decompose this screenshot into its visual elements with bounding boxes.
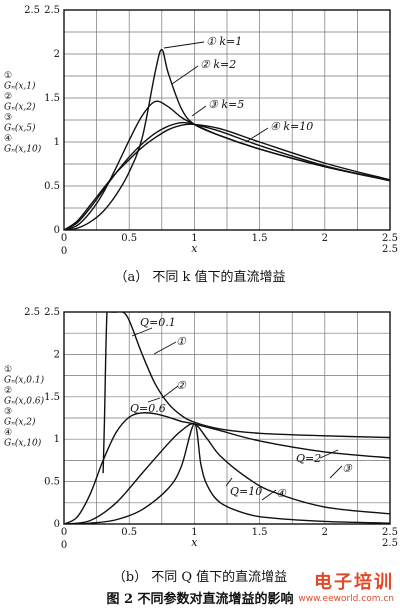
y-tick-label: 0.5 — [44, 181, 60, 192]
annotation-label: Q=0.1 — [140, 316, 176, 329]
y-corner-label: 2.5 — [24, 307, 40, 318]
annotation-leader — [319, 449, 339, 459]
caption-a: （a） 不同 k 值下的直流增益 — [114, 270, 286, 285]
x-tick-label: 2.5 — [382, 527, 398, 538]
y-tick-label: 2 — [54, 49, 60, 60]
chart-panel-b: 0.5 1 1.5 2 2.5 0 0 2.5 x 0 0.5 1 1.5 2 2.5 2.5 ① Gₙ(x,0.… — [0, 302, 400, 552]
y-axis-label-line: Gₙ(x,10) — [4, 438, 42, 449]
y-tick-label: 2.5 — [44, 5, 60, 16]
annotation-leader — [261, 489, 277, 501]
y-corner-label: 2.5 — [24, 5, 40, 16]
annotation-label: ② k=2 — [200, 58, 236, 71]
annotation-label: ③ k=5 — [208, 98, 244, 111]
y-axis-label-line: ④ — [4, 428, 12, 438]
annotation-label: ① — [176, 335, 187, 348]
annotation-label: ④ — [276, 487, 287, 500]
annotation-leader — [163, 41, 205, 49]
annotation-label: ② — [176, 379, 187, 392]
x-corner-label: 2.5 — [382, 244, 398, 255]
series-line — [102, 312, 390, 474]
y-axis-label-line: ③ — [4, 113, 12, 123]
y-axis-label-line: Gₙ(x,2) — [4, 417, 36, 428]
x-tick-label-origin: 0 — [61, 527, 67, 538]
y-tick-label: 1.5 — [44, 93, 60, 104]
series-line — [64, 123, 390, 230]
y-tick-label: 1.5 — [44, 392, 60, 403]
plot-frame — [63, 9, 391, 231]
x-tick-label: 1.5 — [252, 233, 268, 244]
annotation-label: Q=0.6 — [130, 402, 166, 415]
x-axis-label: x — [191, 536, 198, 549]
y-axis-label-line: Gₙ(x,0.6) — [4, 396, 45, 407]
series-line — [64, 412, 390, 524]
y-tick-label: 1 — [54, 434, 60, 445]
plot-frame — [63, 311, 391, 525]
x-tick-label: 1 — [191, 527, 197, 538]
y-tick-label: 2 — [54, 349, 60, 360]
x-tick-label: 1 — [191, 233, 197, 244]
x-tick-label-origin: 0 — [61, 233, 67, 244]
y-axis-label-line: ① — [4, 365, 12, 375]
y-axis-label-line: Gₙ(x,10) — [4, 144, 42, 155]
x-tick-label: 2.5 — [382, 233, 398, 244]
y-axis-label-line: ① — [4, 71, 12, 81]
chart-panel-a: 0.5 1 1.5 2 2.5 0 0 2.5 x 0 0.5 1 1.5 2 2.5 2.5 ① Gₙ(x,1)… — [0, 0, 400, 262]
y-axis-label-line: Gₙ(x,0.1) — [4, 375, 45, 386]
annotation-label: ④ k=10 — [270, 120, 313, 133]
x-axis-label: x — [191, 242, 198, 255]
annotation-leader — [191, 105, 207, 117]
watermark-url: www.eeworld.com.cn — [298, 594, 394, 604]
y-tick-label: 0 — [54, 225, 60, 236]
chart-a: 0.5 1 1.5 2 2.500 2.5x00.511.522.52.5①Gₙ(x,1)… — [4, 5, 398, 257]
annotation-label: ① k=1 — [206, 35, 242, 48]
y-tick-label: 0.5 — [44, 477, 60, 488]
annotation-leader — [171, 65, 199, 85]
y-tick-label: 2.5 — [44, 307, 60, 318]
annotation-leader — [245, 127, 269, 143]
y-axis-label-line: Gₙ(x,1) — [4, 81, 36, 92]
x-tick-label: 0.5 — [121, 233, 137, 244]
figure-title: 图 2 不同参数对直流增益的影响 — [106, 592, 294, 607]
x-corner-label: 2.5 — [382, 538, 398, 549]
y-axis-label-line: Gₙ(x,2) — [4, 102, 36, 113]
annotation-label: Q=10 — [230, 485, 262, 498]
annotation-leader — [147, 397, 161, 403]
caption-b: （b） 不同 Q 值下的直流增益 — [112, 570, 288, 585]
series-line — [64, 100, 390, 230]
y-tick-label: 0 — [54, 519, 60, 530]
watermark: 电子培训 www.eeworld.com.cn — [298, 568, 394, 604]
y-axis-label-line: ③ — [4, 407, 12, 417]
y-axis-label-line: ② — [4, 386, 12, 396]
y-axis-label-line: ② — [4, 92, 12, 102]
series-line — [64, 121, 390, 230]
series-line — [64, 423, 390, 524]
x-tick-label: 1.5 — [252, 527, 268, 538]
x-origin-label: 0 — [61, 540, 67, 551]
annotation-label: Q=2 — [296, 452, 321, 465]
x-tick-label: 2 — [322, 527, 328, 538]
annotation-leader — [225, 477, 233, 487]
annotation-leader — [153, 341, 177, 355]
y-axis-label-line: Gₙ(x,5) — [4, 123, 36, 134]
annotation-leader — [131, 327, 153, 337]
x-tick-label: 2 — [322, 233, 328, 244]
watermark-main: 电子培训 — [314, 572, 394, 593]
chart-b: 0.5 1 1.5 2 2.500 2.5x00.511.522.52.5①Gₙ(x,0.… — [4, 307, 398, 551]
y-tick-label: 1 — [54, 137, 60, 148]
annotation-leader — [329, 465, 343, 479]
y-axis-label-line: ④ — [4, 134, 12, 144]
annotation-label: ③ — [342, 462, 353, 475]
annotation-leader — [161, 385, 179, 399]
x-tick-label: 0.5 — [121, 527, 137, 538]
x-origin-label: 0 — [61, 246, 67, 257]
